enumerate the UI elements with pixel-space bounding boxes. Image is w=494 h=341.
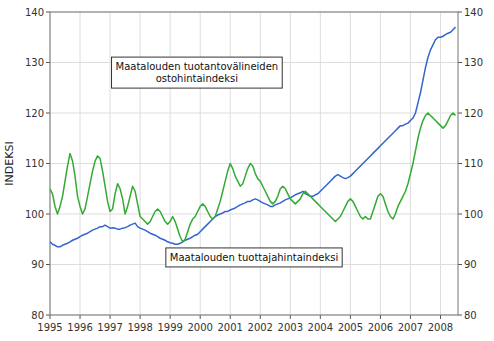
y2-tick-label: 80 [464, 310, 477, 321]
x-tick-label: 2003 [278, 322, 303, 333]
x-tick-label: 2002 [248, 322, 273, 333]
y-tick [46, 62, 50, 63]
y-tick [46, 315, 50, 316]
series-line [50, 113, 456, 242]
y-tick-label: 80 [31, 310, 44, 321]
grid [50, 12, 458, 315]
x-tick [170, 315, 171, 319]
annotation-line: ostohintaindeksi [156, 73, 238, 84]
y-tick [46, 163, 50, 164]
lines [50, 27, 456, 247]
x-tick [80, 315, 81, 319]
annotation-text: Maatalouden tuotantovälineidenostohintai… [116, 61, 279, 84]
y-tick [46, 113, 50, 114]
x-tick-label: 2004 [308, 322, 333, 333]
y-grid-line [50, 214, 458, 215]
annotation: Maatalouden tuottajahintaindeksi [166, 248, 342, 267]
x-tick-label: 1995 [37, 322, 62, 333]
chart: 1995 1996 1997 1998 1999 2000 2001 2002 2003 2004… [0, 0, 494, 341]
x-tick [230, 315, 231, 319]
y-grid-line [50, 163, 458, 164]
y2-tick [458, 113, 462, 114]
plot-frame [50, 12, 458, 315]
y-tick-label: 130 [25, 57, 44, 68]
x-tick [350, 315, 351, 319]
y-tick [46, 214, 50, 215]
y-tick-label: 120 [25, 108, 44, 119]
y-tick-label: 140 [25, 7, 44, 18]
x-tick-label: 2006 [368, 322, 393, 333]
y-tick [46, 12, 50, 13]
y-tick-label: 100 [25, 209, 44, 220]
x-tick-label: 1999 [157, 322, 182, 333]
x-tick-label: 2008 [428, 322, 453, 333]
annotation: Maatalouden tuotantovälineidenostohintai… [112, 57, 283, 88]
x-tick [380, 315, 381, 319]
x-tick [290, 315, 291, 319]
annotation-box [166, 248, 342, 267]
x-tick-label: 1996 [67, 322, 92, 333]
x-tick [440, 315, 441, 319]
y2-tick [458, 315, 462, 316]
y2-tick-label: 90 [464, 259, 477, 270]
x-tick [200, 315, 201, 319]
y2-tick [458, 214, 462, 215]
series-line [50, 27, 456, 247]
x-tick [320, 315, 321, 319]
y2-tick-label: 100 [464, 209, 483, 220]
annotation-line: Maatalouden tuottajahintaindeksi [170, 252, 338, 263]
y-tick [46, 264, 50, 265]
x-tick-label: 2005 [338, 322, 363, 333]
x-tick-label: 2007 [398, 322, 423, 333]
x-tick [50, 315, 51, 319]
y2-tick [458, 163, 462, 164]
x-tick-label: 1997 [97, 322, 122, 333]
y-tick-label: 90 [31, 259, 44, 270]
y2-tick-label: 120 [464, 108, 483, 119]
annotation-text: Maatalouden tuottajahintaindeksi [170, 252, 338, 263]
y-tick-label: 110 [25, 158, 44, 169]
y2-tick [458, 62, 462, 63]
annotation-box [112, 57, 283, 88]
x-tick-label: 1998 [127, 322, 152, 333]
x-tick [110, 315, 111, 319]
y2-tick-label: 110 [464, 158, 483, 169]
x-tick [410, 315, 411, 319]
x-tick [140, 315, 141, 319]
y2-tick-label: 140 [464, 7, 483, 18]
x-tick-label: 2000 [187, 322, 212, 333]
y2-tick [458, 264, 462, 265]
x-tick [260, 315, 261, 319]
y-axis-label: INDEKSI [3, 141, 16, 185]
y2-tick [458, 12, 462, 13]
axes: 1995 1996 1997 1998 1999 2000 2001 2002 2003 2004… [25, 7, 483, 334]
annotation-line: Maatalouden tuotantovälineiden [116, 61, 279, 72]
annotations: Maatalouden tuotantovälineidenostohintai… [112, 57, 343, 267]
y2-tick-label: 130 [464, 57, 483, 68]
y-grid-line [50, 113, 458, 114]
x-tick-label: 2001 [217, 322, 242, 333]
